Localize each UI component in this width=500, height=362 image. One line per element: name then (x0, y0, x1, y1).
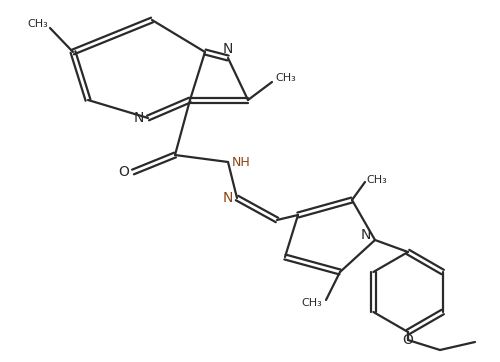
Text: CH₃: CH₃ (302, 298, 322, 308)
Text: CH₃: CH₃ (276, 73, 296, 83)
Text: CH₃: CH₃ (28, 19, 48, 29)
Text: N: N (361, 228, 371, 242)
Text: CH₃: CH₃ (366, 175, 388, 185)
Text: O: O (118, 165, 130, 179)
Text: NH: NH (232, 156, 250, 168)
Text: N: N (223, 191, 233, 205)
Text: O: O (402, 333, 413, 347)
Text: N: N (134, 111, 144, 125)
Text: N: N (223, 42, 233, 56)
